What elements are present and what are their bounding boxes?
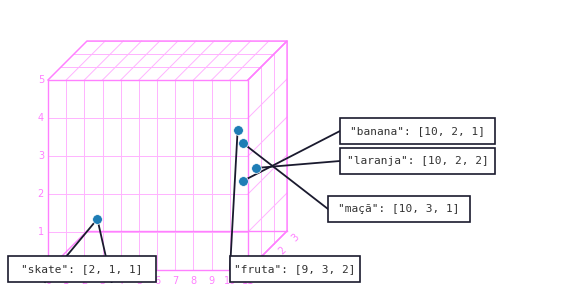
FancyBboxPatch shape — [340, 118, 495, 144]
Text: 8: 8 — [190, 276, 197, 286]
Text: 3: 3 — [99, 276, 106, 286]
Text: 5: 5 — [38, 75, 44, 85]
Text: "fruta": [9, 3, 2]: "fruta": [9, 3, 2] — [234, 264, 355, 274]
FancyBboxPatch shape — [340, 148, 495, 174]
Text: "banana": [10, 2, 1]: "banana": [10, 2, 1] — [350, 126, 485, 136]
Text: 4: 4 — [118, 276, 124, 286]
Text: "maçã": [10, 3, 1]: "maçã": [10, 3, 1] — [338, 204, 460, 214]
Text: 0: 0 — [251, 271, 262, 282]
Text: 2: 2 — [81, 276, 87, 286]
Text: 2: 2 — [277, 244, 288, 256]
Text: 0: 0 — [45, 276, 51, 286]
FancyBboxPatch shape — [328, 196, 470, 222]
Text: 4: 4 — [38, 113, 44, 123]
FancyBboxPatch shape — [8, 256, 156, 282]
FancyBboxPatch shape — [230, 256, 360, 282]
Text: 11: 11 — [242, 276, 254, 286]
Text: 1: 1 — [38, 227, 44, 237]
Text: 10: 10 — [224, 276, 236, 286]
Text: 6: 6 — [154, 276, 160, 286]
Text: 0: 0 — [38, 265, 44, 275]
Text: 2: 2 — [38, 189, 44, 199]
Text: 5: 5 — [136, 276, 142, 286]
Text: 3: 3 — [38, 151, 44, 161]
Text: 1: 1 — [63, 276, 69, 286]
Text: 1: 1 — [264, 258, 275, 269]
Text: "skate": [2, 1, 1]: "skate": [2, 1, 1] — [21, 264, 143, 274]
Text: 9: 9 — [209, 276, 214, 286]
Text: 3: 3 — [290, 232, 301, 243]
Text: 7: 7 — [172, 276, 179, 286]
Text: "laranja": [10, 2, 2]: "laranja": [10, 2, 2] — [347, 156, 488, 166]
